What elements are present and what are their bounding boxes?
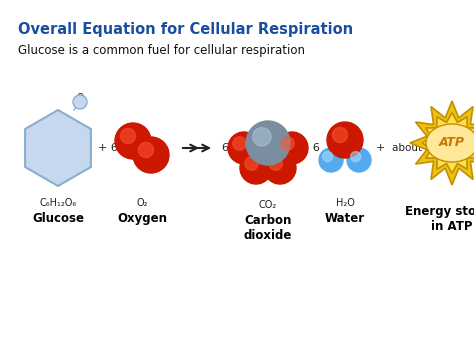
Text: Energy stored
in ATP: Energy stored in ATP [405,205,474,233]
Circle shape [327,122,363,158]
Circle shape [240,152,272,184]
Text: C₆H₁₂O₆: C₆H₁₂O₆ [39,198,77,208]
Circle shape [115,123,151,159]
Text: Overall Equation for Cellular Respiration: Overall Equation for Cellular Respiratio… [18,22,353,37]
Text: Glucose is a common fuel for cellular respiration: Glucose is a common fuel for cellular re… [18,44,305,57]
Text: + 6: + 6 [300,143,320,153]
Text: H₂O: H₂O [336,198,355,208]
Text: 6: 6 [221,143,228,153]
Circle shape [281,137,294,150]
Circle shape [319,148,343,172]
Circle shape [332,127,347,142]
Text: Carbon
dioxide: Carbon dioxide [244,214,292,242]
Circle shape [253,127,271,146]
Circle shape [233,137,246,150]
Circle shape [269,157,282,170]
Text: + 6: + 6 [98,143,118,153]
Text: +: + [375,143,385,153]
Text: O₂: O₂ [136,198,148,208]
Circle shape [120,129,136,143]
Text: Glucose: Glucose [32,212,84,225]
Circle shape [323,152,333,162]
Circle shape [138,142,154,158]
Text: Oxygen: Oxygen [117,212,167,225]
Circle shape [347,148,371,172]
Circle shape [246,121,290,165]
Polygon shape [25,110,91,186]
Text: O: O [76,93,83,102]
Polygon shape [422,113,474,173]
Circle shape [276,132,308,164]
Text: about 38: about 38 [392,143,438,153]
Circle shape [228,132,260,164]
Ellipse shape [426,124,474,162]
Text: Water: Water [325,212,365,225]
Polygon shape [410,101,474,185]
Text: CO₂: CO₂ [259,200,277,210]
Circle shape [73,95,87,109]
Text: ATP: ATP [439,137,465,149]
Circle shape [351,152,361,162]
Circle shape [133,137,169,173]
Circle shape [245,157,258,170]
Circle shape [264,152,296,184]
